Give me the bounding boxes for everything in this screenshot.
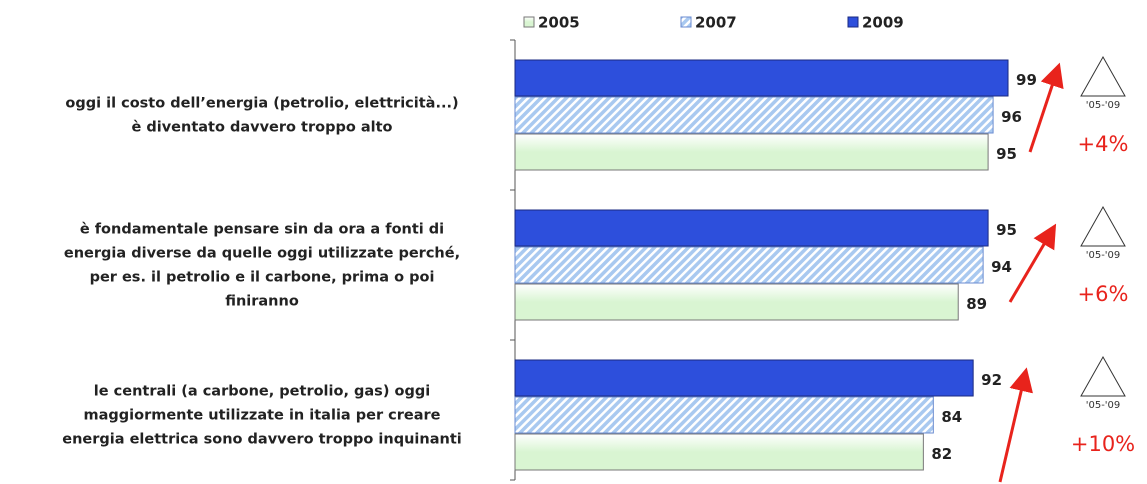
legend-label: 2005: [538, 14, 580, 32]
data-label: 96: [1001, 108, 1022, 126]
data-label: 95: [996, 221, 1017, 239]
data-label: 89: [966, 295, 987, 313]
change-label: +6%: [1078, 282, 1129, 306]
trend-arrow: [1028, 62, 1064, 153]
period-label: '05-'09: [1086, 400, 1121, 411]
category-label: le centrali (a carbone, petrolio, gas) o…: [94, 384, 430, 400]
category-label: è fondamentale pensare sin da ora a font…: [80, 222, 444, 238]
bar: [514, 433, 924, 471]
legend-label: 2009: [862, 14, 904, 32]
bar: [514, 359, 974, 397]
bar: [514, 283, 959, 321]
legend-swatch: [523, 16, 535, 28]
trend-arrow: [1008, 223, 1057, 303]
data-label: 92: [981, 371, 1002, 389]
category-label: finiranno: [225, 294, 299, 310]
data-label: 82: [931, 445, 952, 463]
trend-arrow: [998, 367, 1033, 483]
triangle-icon: [1080, 355, 1126, 397]
bar: [514, 133, 989, 171]
change-label: +4%: [1078, 132, 1129, 156]
period-label: '05-'09: [1086, 250, 1121, 261]
data-label: 84: [941, 408, 962, 426]
bar: [514, 96, 994, 134]
category-label: energia diverse da quelle oggi utilizzat…: [64, 246, 460, 262]
period-label: '05-'09: [1086, 100, 1121, 111]
triangle-icon: [1080, 205, 1126, 247]
data-label: 99: [1016, 71, 1037, 89]
bar: [514, 396, 934, 434]
category-label: oggi il costo dell’energia (petrolio, el…: [65, 96, 458, 112]
category-label: è diventato davvero troppo alto: [131, 120, 392, 136]
bar: [514, 59, 1009, 97]
legend-label: 2007: [695, 14, 737, 32]
data-label: 94: [991, 258, 1012, 276]
category-label: per es. il petrolio e il carbone, prima …: [90, 270, 435, 286]
legend-swatch: [847, 16, 859, 28]
change-label: +10%: [1071, 432, 1135, 456]
triangle-icon: [1080, 55, 1126, 97]
data-label: 95: [996, 145, 1017, 163]
category-label: energia elettrica sono davvero troppo in…: [62, 432, 461, 448]
bar: [514, 209, 989, 247]
bar: [514, 246, 984, 284]
legend-swatch: [680, 16, 692, 28]
category-label: maggiormente utilizzate in italia per cr…: [83, 408, 440, 424]
